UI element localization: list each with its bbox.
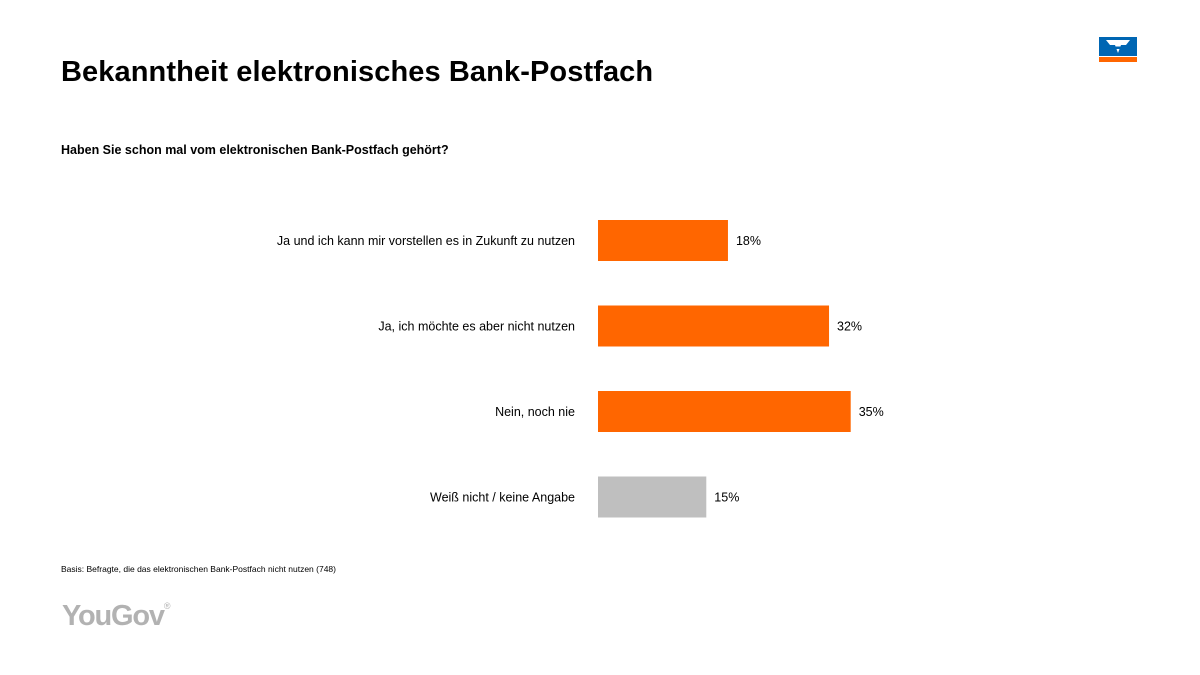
bar	[598, 220, 728, 261]
bar	[598, 476, 707, 518]
bar	[598, 305, 830, 347]
data-label: 35%	[859, 405, 884, 419]
category-label: Ja und ich kann mir vorstellen es in Zuk…	[277, 234, 575, 248]
basis-footnote: Basis: Befragte, die das elektronischen …	[61, 564, 336, 574]
survey-question: Haben Sie schon mal vom elektronischen B…	[61, 143, 449, 157]
bank-logo-icon	[1099, 37, 1137, 62]
data-label: 18%	[736, 234, 761, 248]
data-label: 32%	[837, 320, 862, 334]
category-label: Nein, noch nie	[495, 405, 575, 419]
category-label: Weiß nicht / keine Angabe	[430, 491, 575, 505]
category-label: Ja, ich möchte es aber nicht nutzen	[378, 320, 575, 334]
page-title: Bekanntheit elektronisches Bank-Postfach	[61, 56, 654, 88]
data-label: 15%	[714, 491, 739, 505]
bar	[598, 391, 851, 432]
yougov-logo: YouGov®	[62, 600, 171, 632]
